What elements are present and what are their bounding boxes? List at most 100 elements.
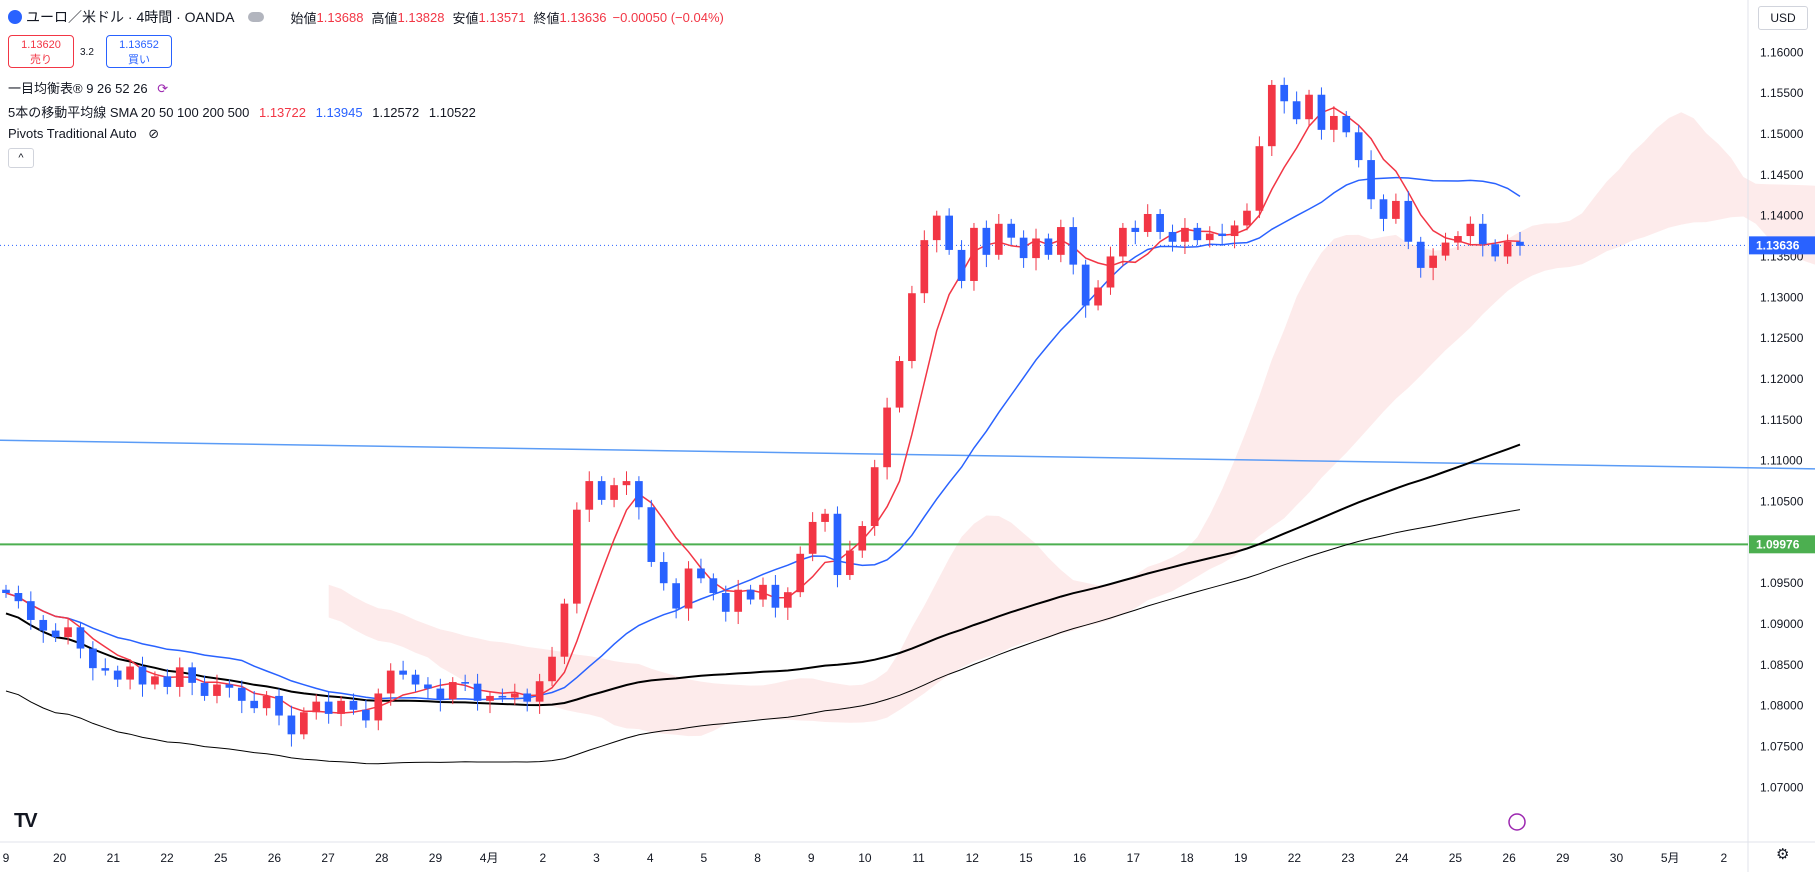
sma-value-1: 1.13722 [258, 105, 306, 120]
candle-body [498, 695, 507, 698]
time-tick-label: 24 [1395, 851, 1409, 865]
candle-body [436, 688, 445, 700]
time-tick-label: 22 [160, 851, 174, 865]
price-tick-label: 1.10500 [1760, 495, 1804, 509]
candle [697, 558, 705, 584]
legend-ichimoku[interactable]: 一目均衡表® 9 26 52 26 ⟳ [8, 78, 168, 97]
currency-button[interactable]: USD [1758, 6, 1808, 30]
candle-body [1429, 255, 1437, 268]
candle-body [399, 670, 407, 675]
candle [126, 659, 134, 690]
price-tick-label: 1.08500 [1760, 658, 1804, 672]
candle-body [362, 709, 370, 721]
candle [337, 695, 345, 727]
candle [486, 691, 494, 714]
candle-body [163, 676, 172, 687]
candle-body [957, 249, 966, 281]
candle [200, 675, 209, 701]
candle-body [945, 215, 953, 250]
candle [1230, 220, 1239, 249]
candle-body [1416, 241, 1425, 268]
kumo-band [328, 112, 1815, 737]
candle [957, 240, 966, 289]
refresh-icon[interactable]: ⟳ [157, 81, 169, 96]
candle-body [1305, 94, 1313, 120]
candle-body [64, 627, 72, 638]
time-tick-label: 26 [1502, 851, 1516, 865]
candle-body [448, 682, 457, 700]
candle [461, 674, 470, 692]
candle-body [1243, 210, 1251, 226]
candle [76, 622, 85, 659]
legend-sma[interactable]: 5本の移動平均線 SMA 20 50 100 200 500 1.13722 1… [8, 102, 476, 121]
candle [1404, 191, 1413, 250]
price-tick-label: 1.12000 [1760, 372, 1804, 386]
collapse-legend-button[interactable]: ^ [8, 148, 34, 168]
candle [237, 680, 246, 714]
price-tick-label: 1.11500 [1760, 413, 1803, 427]
candle [1255, 136, 1264, 219]
buy-button[interactable]: 1.13652 買い [106, 35, 172, 68]
candle [870, 459, 879, 536]
price-tick-label: 1.09500 [1760, 576, 1804, 590]
candle [101, 658, 110, 676]
candle-body [324, 701, 333, 714]
candle [39, 615, 48, 643]
candle-body [908, 293, 916, 362]
candle [64, 617, 72, 645]
candle [808, 512, 817, 562]
candle-body [1367, 160, 1375, 200]
candle [1317, 87, 1326, 140]
candle [1280, 77, 1289, 114]
low-value: 1.13571 [478, 9, 526, 25]
candle-body [535, 681, 544, 702]
candle [659, 552, 668, 591]
candle-body [1516, 241, 1524, 246]
open-value: 1.13688 [316, 9, 364, 25]
candle [883, 397, 891, 480]
time-tick-label: 17 [1127, 851, 1141, 865]
time-tick-label: 18 [1180, 851, 1194, 865]
settings-icon[interactable]: ⚙ [1776, 846, 1790, 863]
candle-body [920, 240, 929, 294]
candle-body [833, 513, 842, 576]
candle [895, 356, 904, 413]
candle [411, 669, 420, 692]
sma-value-4: 1.10522 [428, 105, 476, 120]
candle [821, 508, 829, 532]
time-tick-label: 28 [375, 851, 389, 865]
candle-body [250, 700, 259, 709]
price-axis: 1.160001.155001.150001.145001.140001.135… [1749, 45, 1815, 794]
indicator-lines [0, 106, 1815, 765]
candle [932, 210, 941, 253]
candle-body [808, 521, 817, 554]
ohlc-header: ユーロ／米ドル · 4時間 · OANDA 始値 1.13688 高値 1.1382… [0, 6, 724, 28]
candle [573, 502, 581, 614]
candle-body [610, 485, 618, 500]
candle-body [1292, 101, 1301, 120]
candle-body [982, 227, 991, 255]
time-tick-label: 5 [701, 851, 708, 865]
candle-body [225, 684, 234, 688]
candle-body [1230, 225, 1239, 237]
candle [1106, 246, 1115, 295]
candle-body [337, 700, 345, 714]
close-value: 1.13636 [559, 9, 607, 25]
candle [1454, 231, 1462, 250]
sell-button[interactable]: 1.13620 売り [8, 35, 74, 68]
symbol-title[interactable]: ユーロ／米ドル · 4時間 · OANDA [26, 9, 235, 25]
support-price-badge [1749, 535, 1815, 554]
candle [858, 521, 867, 558]
legend-pivots[interactable]: Pivots Traditional Auto ⊘ [8, 126, 159, 142]
candle [759, 577, 767, 607]
candle-body [684, 568, 693, 609]
market-status-icon[interactable] [248, 12, 265, 22]
candle [1143, 204, 1152, 237]
candle-body [734, 589, 743, 612]
high-label: 高値 [371, 10, 398, 26]
time-tick-label: 2 [1720, 851, 1727, 865]
candle [1491, 239, 1500, 262]
hidden-eye-icon[interactable]: ⊘ [148, 126, 160, 141]
candle [436, 678, 445, 712]
